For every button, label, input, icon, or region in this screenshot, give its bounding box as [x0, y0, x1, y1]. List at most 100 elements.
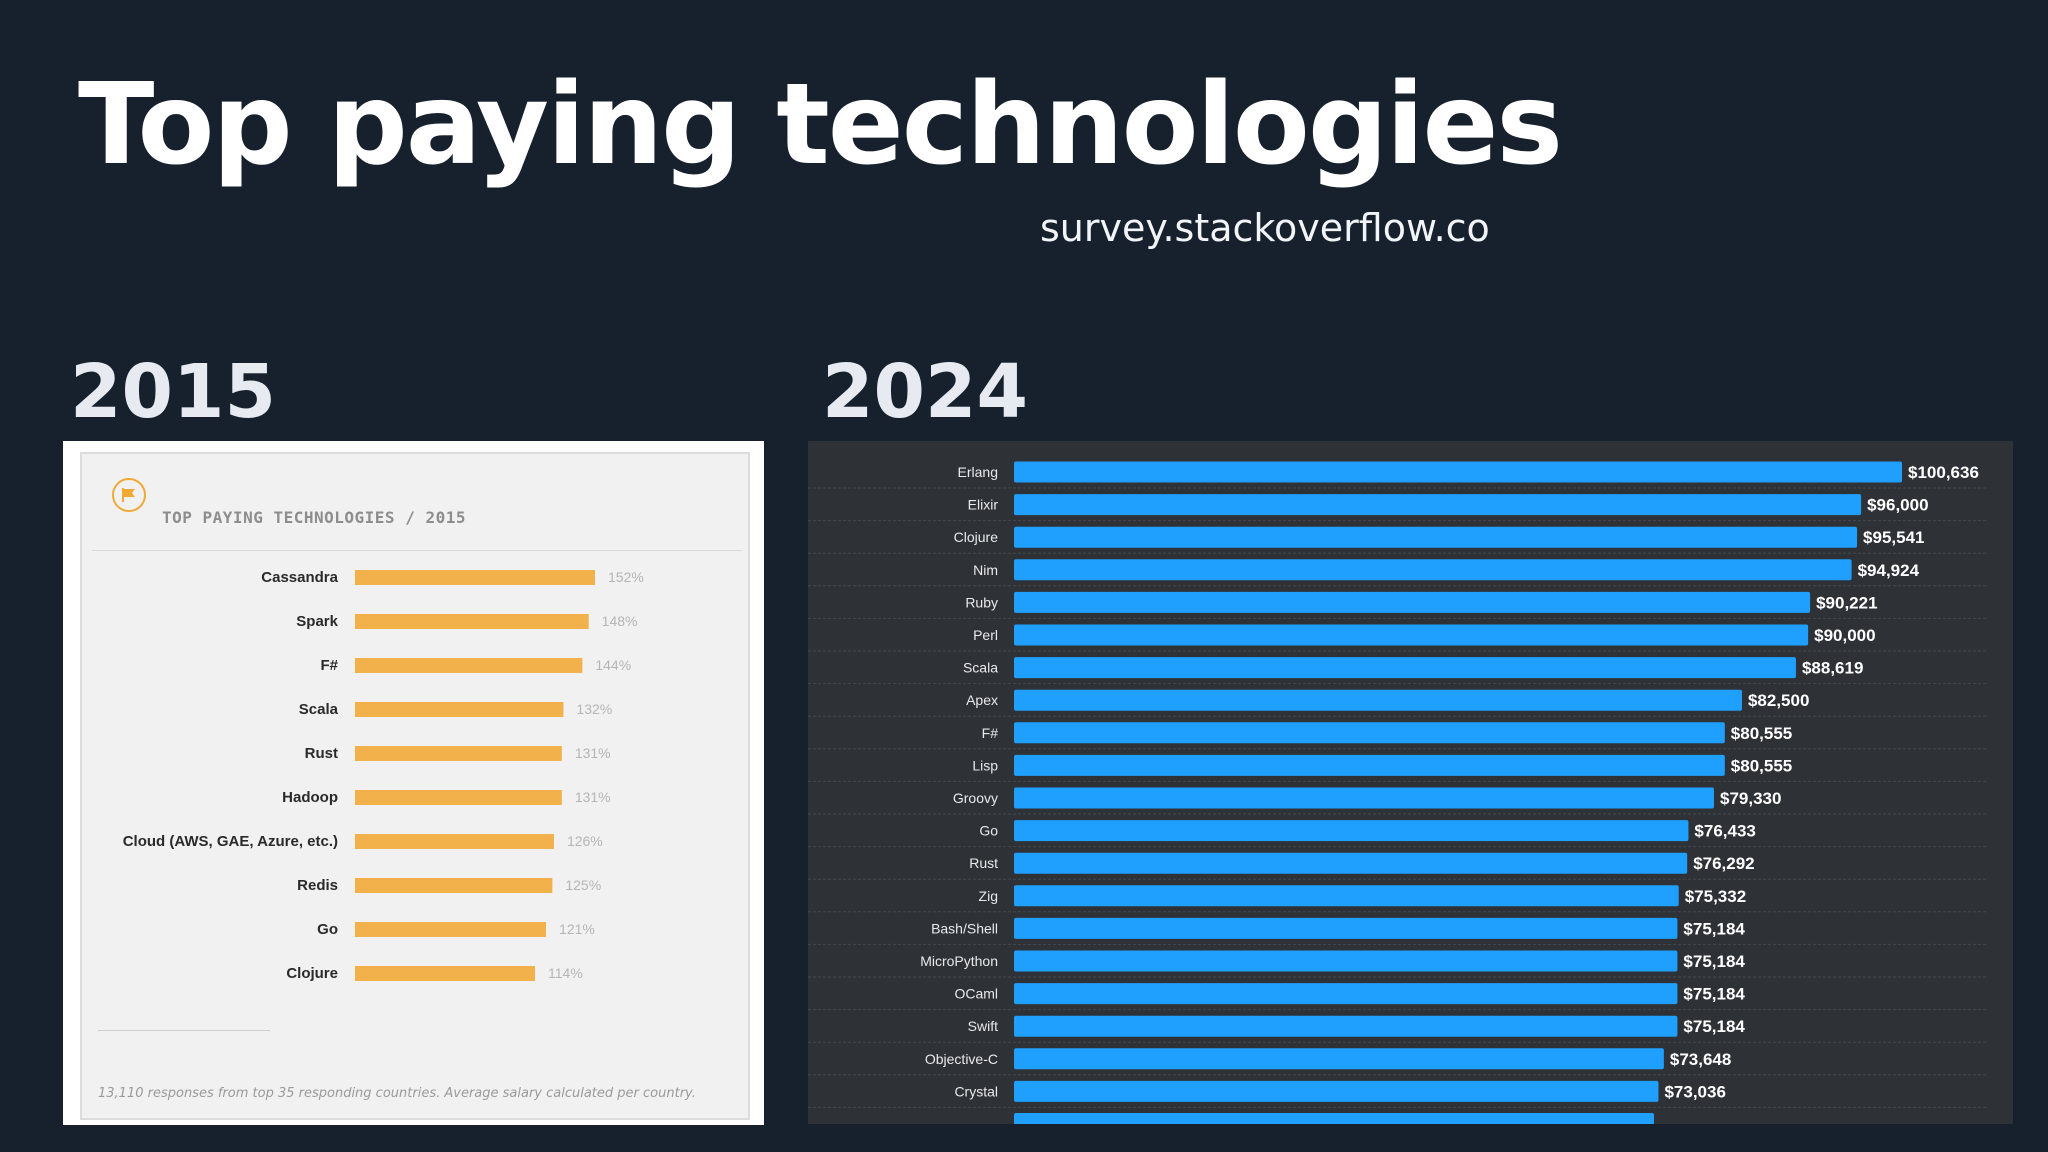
- bar-value-label: $95,541: [1863, 528, 1924, 547]
- chart-2015-title: TOP PAYING TECHNOLOGIES / 2015: [162, 508, 466, 527]
- bar: [355, 702, 564, 717]
- bar: [1014, 461, 1902, 483]
- bar: [355, 878, 553, 893]
- bar-value-label: $94,924: [1858, 561, 1920, 580]
- bar: [1014, 983, 1678, 1005]
- chart-2015-footnote: 13,110 responses from top 35 responding …: [98, 1086, 696, 1101]
- bar-label: Elixir: [968, 497, 999, 513]
- bar-value-label: 144%: [595, 657, 631, 673]
- bar-label: Go: [317, 921, 338, 938]
- bar-value-label: $75,184: [1683, 985, 1745, 1004]
- bar-label: Ruby: [965, 594, 998, 610]
- bar: [1014, 689, 1742, 711]
- bar-label: Crystal: [954, 1083, 998, 1099]
- bar-label: Swift: [968, 1018, 998, 1034]
- bar-label: Objective-C: [925, 1051, 998, 1067]
- bar: [355, 570, 595, 585]
- bar: [1014, 657, 1796, 679]
- bar: [1014, 885, 1679, 907]
- bar: [1014, 559, 1852, 581]
- bar-label: Go: [979, 823, 998, 839]
- chart-2024-plot: Erlang $100,636 Elixir $96,000 Clojure $95,54…: [808, 461, 1988, 1124]
- bar-label: Erlang: [958, 464, 998, 480]
- chart-2015-panel: TOP PAYING TECHNOLOGIES / 2015 Cassandra…: [63, 441, 764, 1125]
- bar: [1014, 1048, 1664, 1070]
- bar-value-label: 132%: [576, 701, 612, 717]
- divider: [98, 1030, 270, 1031]
- bar-label: Scala: [299, 701, 339, 718]
- bar: [1014, 787, 1714, 809]
- bar-value-label: 131%: [575, 789, 611, 805]
- bar-value-label: 121%: [559, 921, 595, 937]
- bar-label: Perl: [973, 627, 998, 643]
- flag-icon: [112, 478, 146, 512]
- bar-value-label: $88,619: [1802, 659, 1863, 678]
- bar-value-label: $79,330: [1720, 789, 1781, 808]
- bar-value-label: $75,332: [1685, 887, 1746, 906]
- bar-value-label: $96,000: [1867, 496, 1928, 515]
- bar-label: Nim: [973, 562, 998, 578]
- bar-value-label: $82,500: [1748, 691, 1809, 710]
- bar: [1014, 820, 1689, 842]
- bar-value-label: $80,555: [1731, 724, 1792, 743]
- bar: [1014, 950, 1678, 972]
- bar-value-label: $90,221: [1816, 593, 1877, 612]
- year-label-2015: 2015: [70, 349, 276, 435]
- bar-value-label: $90,000: [1814, 626, 1875, 645]
- bar: [355, 834, 554, 849]
- bar-value-label: $80,555: [1731, 756, 1792, 775]
- bar-value-label: 148%: [602, 613, 638, 629]
- bar: [1014, 917, 1678, 939]
- bar-label: Apex: [966, 692, 998, 708]
- bar-label: Redis: [297, 877, 338, 894]
- year-label-2024: 2024: [822, 349, 1028, 435]
- bar-label: Bash/Shell: [931, 920, 998, 936]
- bar-value-label: $75,184: [1683, 919, 1745, 938]
- bar: [355, 658, 583, 673]
- bar-label: F#: [982, 725, 999, 741]
- bar-label: Cloud (AWS, GAE, Azure, etc.): [123, 833, 338, 850]
- bar-value-label: 126%: [567, 833, 603, 849]
- bar-value-label: 152%: [608, 569, 644, 585]
- bar-label: OCaml: [954, 986, 998, 1002]
- bar-value-label: 114%: [548, 965, 583, 981]
- chart-2015-card: TOP PAYING TECHNOLOGIES / 2015 Cassandra…: [80, 452, 750, 1120]
- bar-value-label: 131%: [575, 745, 611, 761]
- divider: [92, 550, 742, 551]
- bar-value-label: $100,636: [1908, 463, 1979, 482]
- bar: [1014, 591, 1811, 613]
- source-url: survey.stackoverflow.co: [1040, 206, 1490, 250]
- bar-label: Spark: [296, 613, 338, 630]
- bar: [355, 614, 589, 629]
- bar: [1014, 494, 1862, 516]
- chart-2015-plot: Cassandra 152% Spark 148% F# 144% Scala 132% Rus…: [123, 569, 644, 982]
- bar: [355, 966, 535, 981]
- bar-label: Clojure: [286, 965, 338, 982]
- bar: [1014, 852, 1688, 874]
- bar-label: Rust: [305, 745, 338, 762]
- page-title: Top paying technologies: [78, 60, 1563, 190]
- bar-label: Groovy: [953, 790, 998, 806]
- bar: [1014, 722, 1725, 744]
- bar-value-label: $75,184: [1683, 952, 1745, 971]
- bar-label: Scala: [963, 660, 998, 676]
- bar: [1014, 754, 1725, 776]
- bar-value-label: $73,648: [1670, 1050, 1731, 1069]
- bar-label: Rust: [969, 855, 998, 871]
- bar: [1014, 1015, 1678, 1037]
- bar: [1014, 1080, 1659, 1102]
- bar-label: Lisp: [972, 757, 998, 773]
- bar-value-label: $76,433: [1694, 822, 1755, 841]
- bar-label: Cassandra: [261, 569, 338, 586]
- bar-value-label: $73,036: [1664, 1082, 1725, 1101]
- bar: [1014, 526, 1858, 548]
- bar-label: Hadoop: [282, 789, 338, 806]
- bar-label: Zig: [979, 888, 998, 904]
- bar-cutoff: [1014, 1113, 1654, 1124]
- bar-label: Clojure: [954, 529, 999, 545]
- bar: [355, 790, 562, 805]
- bar-value-label: $75,184: [1683, 1017, 1745, 1036]
- chart-2024-panel: Erlang $100,636 Elixir $96,000 Clojure $95,54…: [808, 441, 2013, 1124]
- bar-label: F#: [320, 657, 338, 674]
- bar: [355, 746, 562, 761]
